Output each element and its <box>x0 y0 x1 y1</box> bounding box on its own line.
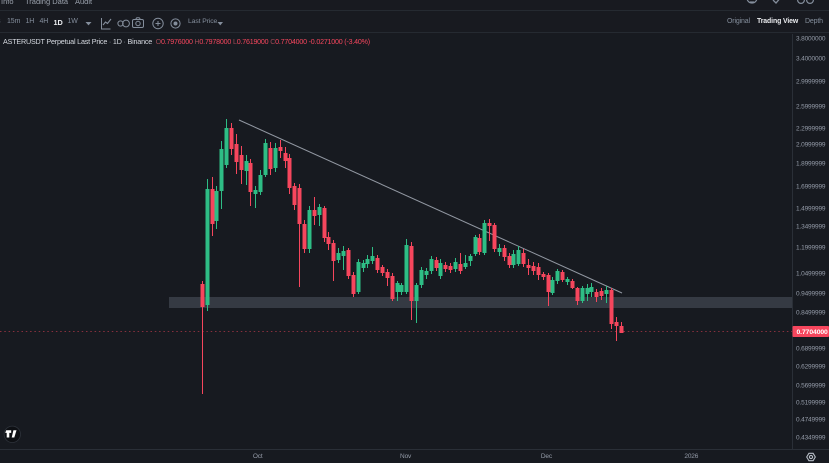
svg-text:0.6899999: 0.6899999 <box>796 345 826 352</box>
svg-text:2.0999999: 2.0999999 <box>796 141 826 148</box>
svg-text:0.6299999: 0.6299999 <box>796 363 826 370</box>
svg-text:3.4000000: 3.4000000 <box>796 55 826 62</box>
svg-text:2.9999999: 2.9999999 <box>796 78 826 85</box>
svg-text:Nov: Nov <box>400 453 412 460</box>
svg-text:0.9499999: 0.9499999 <box>796 290 826 297</box>
svg-text:Dec: Dec <box>541 453 553 460</box>
svg-text:0.7704000: 0.7704000 <box>797 329 829 336</box>
svg-text:2.2999999: 2.2999999 <box>796 125 826 132</box>
svg-text:0.4349999: 0.4349999 <box>796 434 826 441</box>
svg-text:2026: 2026 <box>684 453 698 460</box>
svg-text:0.5699999: 0.5699999 <box>796 382 826 389</box>
svg-text:Oct: Oct <box>253 453 263 460</box>
svg-text:1.6999999: 1.6999999 <box>796 183 826 190</box>
svg-text:2.5999999: 2.5999999 <box>796 103 826 110</box>
svg-text:0.8499999: 0.8499999 <box>796 309 826 316</box>
svg-text:1.1999999: 1.1999999 <box>796 244 826 251</box>
svg-text:0.5199999: 0.5199999 <box>796 399 826 406</box>
svg-text:1.4999999: 1.4999999 <box>796 205 826 212</box>
svg-text:0.4749999: 0.4749999 <box>796 416 826 423</box>
svg-text:1.0499999: 1.0499999 <box>796 270 826 277</box>
svg-text:3.8000000: 3.8000000 <box>796 35 826 42</box>
svg-text:1.8999999: 1.8999999 <box>796 160 826 167</box>
svg-text:1.3499999: 1.3499999 <box>796 223 826 230</box>
